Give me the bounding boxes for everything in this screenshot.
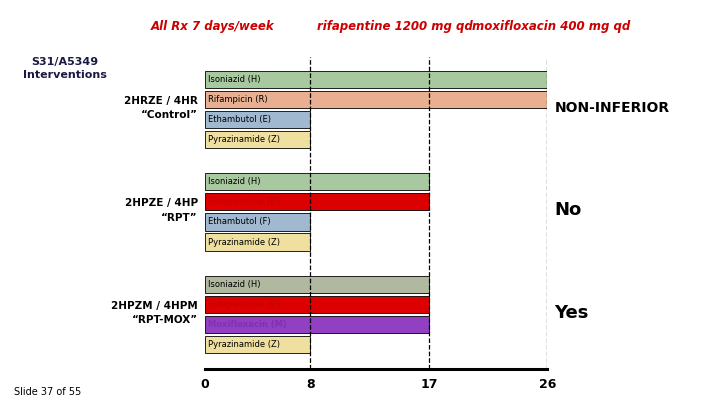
Text: 2HPZE / 4HP: 2HPZE / 4HP xyxy=(125,198,198,208)
Bar xyxy=(205,193,429,211)
Text: Ethambutol (E): Ethambutol (E) xyxy=(209,115,271,124)
Text: Pyrazinamide (Z): Pyrazinamide (Z) xyxy=(209,340,281,349)
Text: “RPT”: “RPT” xyxy=(161,213,198,223)
Text: “RPT-MOX”: “RPT-MOX” xyxy=(132,315,198,325)
Text: NON-INFERIOR: NON-INFERIOR xyxy=(554,101,670,115)
Text: Isoniazid (H): Isoniazid (H) xyxy=(209,280,261,289)
Text: Ethambutol (F): Ethambutol (F) xyxy=(209,217,271,226)
Text: Rifapentine (P): Rifapentine (P) xyxy=(209,197,281,206)
Bar xyxy=(205,296,429,313)
Bar xyxy=(205,173,429,190)
Text: Yes: Yes xyxy=(554,304,589,322)
Bar xyxy=(205,316,429,333)
Bar xyxy=(205,213,310,230)
Text: 2HRZE / 4HR: 2HRZE / 4HR xyxy=(124,96,198,106)
Text: Isoniazid (H): Isoniazid (H) xyxy=(209,75,261,84)
Text: All Rx 7 days/week: All Rx 7 days/week xyxy=(151,20,275,33)
Text: moxifloxacin 400 mg qd: moxifloxacin 400 mg qd xyxy=(472,20,630,33)
Text: 2HPZM / 4HPM: 2HPZM / 4HPM xyxy=(112,301,198,311)
Bar xyxy=(205,91,547,108)
Text: Rifapentine (P): Rifapentine (P) xyxy=(209,300,281,309)
Bar xyxy=(205,131,310,148)
Text: S31/A5349
Interventions: S31/A5349 Interventions xyxy=(23,57,107,81)
Text: No: No xyxy=(554,201,582,220)
Text: Moxifloxacin (M): Moxifloxacin (M) xyxy=(209,320,287,329)
Bar xyxy=(205,275,429,293)
Bar xyxy=(205,111,310,128)
Text: “Control”: “Control” xyxy=(141,110,198,120)
Text: Isoniazid (H): Isoniazid (H) xyxy=(209,177,261,186)
Text: Slide 37 of 55: Slide 37 of 55 xyxy=(14,387,81,397)
Bar xyxy=(205,336,310,353)
Text: Rifampicin (R): Rifampicin (R) xyxy=(209,95,268,104)
Text: Pyrazinamide (Z): Pyrazinamide (Z) xyxy=(209,238,281,247)
Bar xyxy=(205,70,547,88)
Bar xyxy=(205,234,310,251)
Text: Pyrazinamide (Z): Pyrazinamide (Z) xyxy=(209,135,281,144)
Text: rifapentine 1200 mg qd: rifapentine 1200 mg qd xyxy=(317,20,472,33)
